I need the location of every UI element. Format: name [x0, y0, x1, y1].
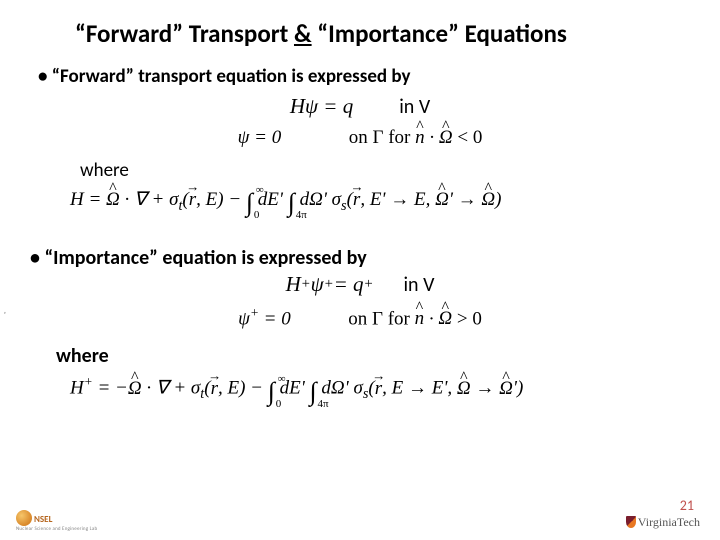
- Hp-omega3: Ω: [499, 378, 513, 400]
- H-f: dΩ' σ: [295, 189, 341, 210]
- H-omega2: Ω: [435, 189, 449, 211]
- eq2-eq-q: = q: [334, 272, 364, 297]
- nsel-text: NSEL: [34, 514, 52, 525]
- H-int1-hi: ∞: [256, 184, 264, 196]
- bc2-dot: ·: [429, 308, 439, 329]
- bullet-importance: • “Importance” equation is expressed by: [30, 246, 690, 270]
- Hp-c: · ∇ + σ: [142, 378, 201, 399]
- Hp-j: →: [471, 378, 500, 399]
- H-int1-lo: 0: [254, 209, 260, 221]
- H-int2: ∫4π: [288, 188, 295, 217]
- vt-shield-icon: [626, 516, 636, 528]
- stray-mark: ’: [4, 310, 6, 319]
- eq2-psiplus: +: [324, 276, 334, 293]
- H-j: ): [495, 189, 501, 210]
- Hp-int2-lo: 4π: [318, 398, 329, 410]
- vt-text: VirginiaTech: [638, 515, 700, 529]
- eq2-Hplus: +: [301, 276, 311, 293]
- equation-importance: H+ψ+ = q+ in V: [30, 272, 690, 297]
- Hp-g: dΩ' σ: [317, 378, 363, 399]
- where-1: where: [80, 159, 690, 182]
- footer: NSEL Nuclear Science and Engineering Lab…: [8, 504, 710, 534]
- eq2-psi: ψ: [311, 272, 324, 297]
- boundary-condition-importance: ψ+ = 0 on Γ for n · Ω > 0: [30, 305, 690, 330]
- Hp-int1: ∫0∞: [268, 377, 275, 406]
- Hp-a: H: [70, 378, 84, 399]
- Hp-b: = −: [93, 378, 128, 399]
- H-r1: r: [189, 189, 196, 211]
- eq2-qplus: +: [364, 276, 374, 293]
- Hp-r2: r: [375, 378, 382, 400]
- Hp-int1-lo: 0: [276, 398, 282, 410]
- bc1-nhat: n: [415, 127, 425, 149]
- where-2: where: [56, 344, 690, 368]
- eq1-lhs: Hψ = q: [290, 94, 353, 119]
- page-number: 21: [680, 497, 694, 514]
- bc1-on: on Γ for: [349, 127, 415, 148]
- title-amp: &: [294, 18, 312, 49]
- bc2-psi: ψ: [238, 308, 250, 329]
- eq1-inV: in V: [399, 95, 430, 119]
- H-a: H =: [70, 189, 106, 210]
- Hp-int2: ∫4π: [310, 377, 317, 406]
- Hp-omega1: Ω: [128, 378, 142, 400]
- slide: “Forward” Transport & “Importance” Equat…: [0, 0, 720, 540]
- bc1-psi: ψ = 0: [238, 127, 282, 148]
- nsel-subtext: Nuclear Science and Engineering Lab: [16, 527, 97, 532]
- H-omega1: Ω: [106, 189, 120, 211]
- title-part-2: “Importance” Equations: [312, 18, 567, 49]
- boundary-condition-forward: ψ = 0 on Γ for n · Ω < 0: [30, 127, 690, 149]
- title-part-1: “Forward” Transport: [75, 18, 294, 49]
- H-h: , E' → E,: [360, 189, 435, 210]
- equation-forward: Hψ = q in V: [30, 94, 690, 119]
- eq2-inV: in V: [403, 273, 434, 297]
- nsel-logo: NSEL Nuclear Science and Engineering Lab: [16, 510, 97, 532]
- eq2-H: H: [286, 272, 301, 297]
- H-d: , E) −: [196, 189, 246, 210]
- globe-icon: [16, 510, 32, 526]
- H-int1: ∫0∞: [246, 188, 253, 217]
- Hp-k: '): [513, 378, 523, 399]
- bc2-on: on Γ for: [348, 308, 414, 329]
- bc1-lt: < 0: [457, 127, 482, 148]
- bullet-forward: • “Forward” transport equation is expres…: [38, 65, 690, 88]
- Hp-int1-hi: ∞: [278, 373, 286, 385]
- H-int2-lo: 4π: [296, 209, 307, 221]
- bc1-dot: ·: [429, 127, 439, 148]
- H-r2: r: [353, 189, 360, 211]
- Hp-plus: +: [84, 374, 93, 389]
- bc2-omegahat: Ω: [438, 308, 452, 330]
- bc1-omegahat: Ω: [439, 127, 453, 149]
- Hp-e: , E) −: [218, 378, 268, 399]
- Hp-r1: r: [211, 378, 218, 400]
- bc2-psiplus: +: [250, 305, 259, 320]
- bc2-gt: > 0: [457, 308, 482, 329]
- virginia-tech-logo: VirginiaTech: [626, 515, 700, 530]
- operator-H-adjoint: H+ = −Ω · ∇ + σt(r, E) − ∫0∞ dE' ∫4π dΩ'…: [70, 374, 690, 406]
- H-b: · ∇ + σ: [120, 189, 179, 210]
- Hp-omega2: Ω: [457, 378, 471, 400]
- bc2-eq0: = 0: [259, 308, 291, 329]
- Hp-i: , E → E',: [382, 378, 457, 399]
- bc2-nhat: n: [415, 308, 425, 330]
- H-omega3: Ω: [481, 189, 495, 211]
- slide-title: “Forward” Transport & “Importance” Equat…: [75, 18, 690, 49]
- operator-H-forward: H = Ω · ∇ + σt(r, E) − ∫0∞ dE' ∫4π dΩ' σ…: [70, 188, 690, 218]
- H-i: ' →: [449, 189, 482, 210]
